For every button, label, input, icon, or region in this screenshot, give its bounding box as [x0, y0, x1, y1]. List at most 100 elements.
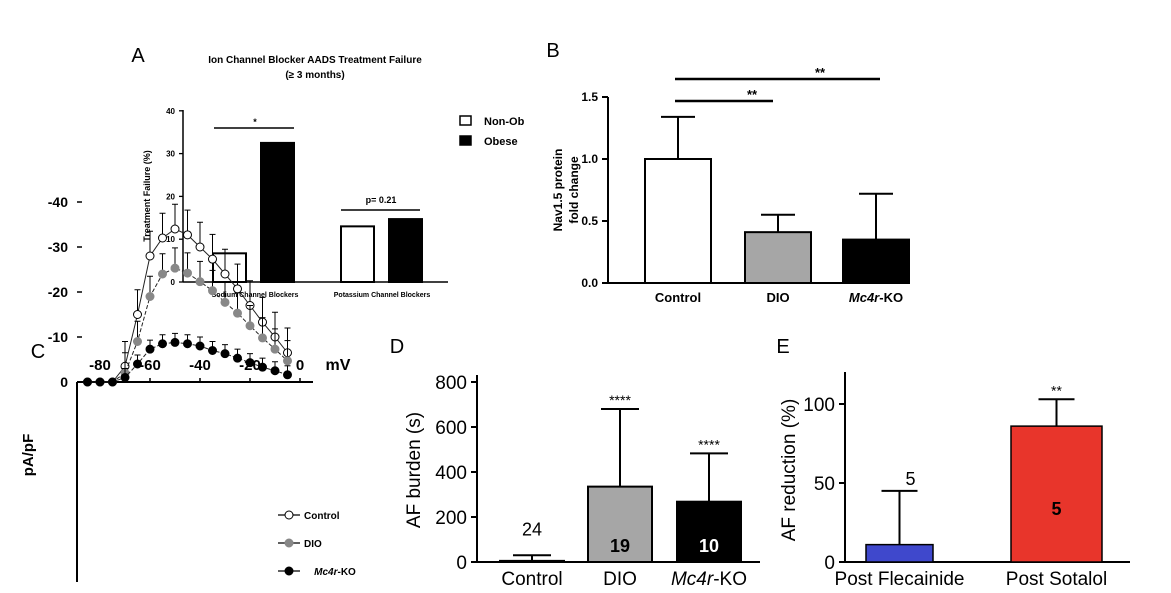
y-tick-label-c: 0: [60, 374, 68, 390]
data-point-dio: [208, 286, 217, 296]
significance-label-b1: **: [747, 87, 758, 102]
y-axis-label-d: AF burden (s): [404, 412, 425, 528]
y-tick-label-a: 0: [171, 278, 176, 287]
legend-label-c: Mc4r-KO: [314, 567, 356, 578]
panel-label-e: E: [776, 336, 789, 358]
data-point-dio: [220, 297, 230, 307]
data-point-dio: [145, 292, 155, 301]
data-point-dio: [258, 333, 267, 343]
bar-dio: [744, 231, 812, 285]
legend-label-c: Control: [304, 511, 340, 522]
significance-label-b2: **: [815, 65, 826, 80]
y-tick-label-b: 1.5: [581, 90, 598, 104]
y-axis-label-a: Treatment Failure (%): [142, 150, 152, 242]
y-axis-label-c: pA/pF: [20, 434, 37, 477]
data-point-control: [233, 284, 242, 294]
data-point-control: [220, 269, 230, 279]
y-tick-label-e: 50: [814, 474, 835, 495]
y-axis-label-b: Nav1.5 protein: [551, 149, 565, 232]
data-point-mc4r-ko: [133, 359, 142, 369]
n-label-e: 5: [905, 469, 915, 489]
data-point-mc4r-ko: [195, 341, 205, 351]
significance-label-a2: p= 0.21: [366, 195, 397, 205]
bar-dio: [587, 485, 653, 563]
data-point-mc4r-ko: [83, 377, 92, 387]
y-tick-label-a: 30: [166, 150, 175, 159]
n-label-d: 19: [610, 536, 630, 556]
x-tick-label-b: DIO: [766, 290, 789, 305]
data-point-control: [208, 254, 217, 264]
data-point-mc4r-ko: [108, 377, 117, 387]
legend-marker-c: [284, 538, 294, 548]
x-tick-label-d: DIO: [603, 569, 637, 590]
series-line-dio: [87, 267, 288, 383]
panel-label-d: D: [390, 336, 404, 358]
significance-label-a1: *: [253, 117, 257, 127]
x-tick-label-c: -60: [139, 357, 161, 374]
significance-label-d: ****: [698, 436, 720, 452]
significance-label-d: ****: [609, 392, 631, 408]
y-tick-label-d: 800: [435, 373, 467, 394]
data-point-mc4r-ko: [270, 366, 280, 376]
data-point-control: [195, 242, 205, 252]
bar-mc4r-ko: [842, 238, 910, 285]
x-tick-label-a: Potassium Channel Blockers: [334, 292, 431, 299]
y-tick-label-c: -30: [48, 239, 68, 255]
y-tick-label-c: -40: [48, 194, 68, 210]
bar-post-sotalol: [1010, 425, 1103, 563]
panel-label-a: A: [131, 45, 145, 67]
significance-label-e: **: [1051, 382, 1062, 398]
x-tick-label-d: Control: [501, 569, 562, 590]
data-point-mc4r-ko: [245, 358, 255, 368]
x-axis-label-c: mV: [326, 357, 351, 374]
y-tick-label-e: 100: [803, 395, 835, 416]
x-tick-label-d: Mc4r-KO: [671, 569, 747, 590]
legend-label-a: Non-Ob: [484, 116, 525, 128]
x-tick-label-c: -80: [89, 357, 111, 374]
data-point-mc4r-ko: [258, 362, 267, 372]
chart-title-a: Ion Channel Blocker AADS Treatment Failu…: [208, 55, 422, 66]
data-point-mc4r-ko: [283, 370, 292, 380]
x-tick-label-a: Sodium Channel Blockers: [212, 292, 299, 299]
data-point-control: [145, 251, 155, 261]
y-tick-label-d: 200: [435, 508, 467, 529]
y-axis-label-b: fold change: [567, 156, 581, 224]
n-label-e: 5: [1051, 499, 1061, 519]
y-tick-label-e: 0: [824, 553, 835, 574]
y-tick-label-d: 0: [456, 553, 467, 574]
data-point-mc4r-ko: [233, 353, 242, 363]
data-point-dio: [158, 269, 167, 279]
legend-swatch-a: [459, 115, 472, 126]
chart-subtitle-a: (≥ 3 months): [285, 70, 344, 81]
data-point-dio: [170, 263, 180, 273]
data-point-control: [158, 233, 167, 243]
y-tick-label-c: -10: [48, 329, 68, 345]
data-point-dio: [270, 344, 280, 354]
x-tick-label-e: Post Flecainide: [835, 569, 965, 590]
data-point-control: [170, 224, 180, 234]
data-point-mc4r-ko: [170, 337, 180, 347]
x-tick-label-c: 0: [296, 357, 304, 374]
y-tick-label-a: 10: [166, 235, 175, 244]
data-point-dio: [133, 337, 142, 346]
data-point-mc4r-ko: [95, 377, 105, 387]
data-point-dio: [245, 321, 255, 331]
data-point-mc4r-ko: [220, 349, 230, 359]
x-tick-label-b: Mc4r-KO: [849, 290, 903, 305]
y-tick-label-a: 40: [166, 107, 175, 116]
bar-control: [644, 158, 712, 284]
y-axis-label-e: AF reduction (%): [779, 399, 800, 542]
bar-obese: [388, 218, 423, 283]
data-point-control: [133, 310, 142, 319]
data-point-mc4r-ko: [120, 373, 130, 382]
data-point-mc4r-ko: [208, 346, 217, 355]
y-tick-label-c: -20: [48, 284, 68, 300]
data-point-dio: [283, 356, 292, 366]
n-label-d: 10: [699, 536, 719, 556]
bar-mc4r-ko: [676, 500, 742, 564]
y-tick-label-b: 0.0: [581, 276, 598, 290]
data-point-mc4r-ko: [158, 339, 167, 349]
y-tick-label-d: 600: [435, 418, 467, 439]
bar-post-flecainide: [865, 543, 934, 563]
